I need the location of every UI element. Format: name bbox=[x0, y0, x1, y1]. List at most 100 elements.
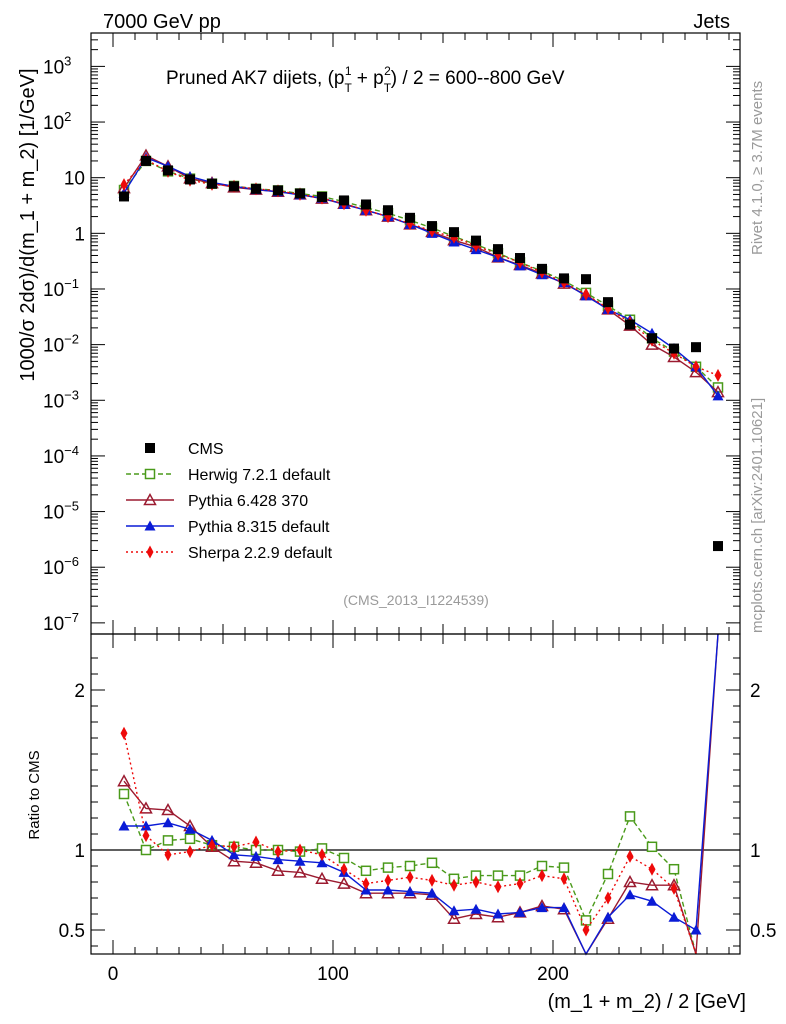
series-point bbox=[714, 368, 722, 382]
ratio-series-2 bbox=[118, 633, 719, 956]
ratio-point bbox=[140, 820, 152, 831]
series-line bbox=[123, 156, 719, 397]
ratio-point bbox=[538, 869, 546, 883]
side-label-rivet: Rivet 4.1.0, ≥ 3.7M events bbox=[749, 81, 766, 255]
ratio-point bbox=[118, 788, 130, 800]
ratio-point bbox=[360, 865, 372, 877]
cms-point bbox=[317, 191, 327, 202]
y-tick-label-exp: −6 bbox=[64, 554, 79, 569]
x-tick-label: 200 bbox=[537, 964, 569, 985]
cms-point bbox=[493, 244, 503, 255]
ratio-series-0 bbox=[118, 788, 697, 955]
ratio-point bbox=[623, 874, 637, 888]
ratio-point bbox=[208, 838, 216, 852]
y-tick-label-base: 10 bbox=[43, 447, 64, 468]
y-tick-label-exp: −7 bbox=[64, 610, 79, 625]
ratio-point bbox=[668, 863, 680, 875]
ratio-point bbox=[516, 877, 524, 891]
ratio-tick-label: 2 bbox=[74, 681, 85, 702]
cms-point bbox=[515, 253, 525, 264]
cms-point bbox=[185, 174, 195, 185]
ratio-point bbox=[230, 840, 238, 854]
cms-point bbox=[163, 165, 173, 176]
legend-marker-cms bbox=[145, 443, 155, 453]
ratio-point bbox=[558, 862, 570, 873]
ratio-point bbox=[558, 902, 570, 913]
ratio-point bbox=[382, 862, 394, 873]
cms-point bbox=[537, 263, 547, 274]
cms-point bbox=[383, 205, 393, 216]
title-sub2: T bbox=[384, 81, 392, 95]
ratio-series-1 bbox=[117, 633, 719, 956]
y-tick-label-exp: −3 bbox=[64, 387, 79, 402]
cms-point bbox=[559, 273, 569, 284]
cms-point bbox=[207, 178, 217, 189]
x-tick-label: 0 bbox=[108, 964, 119, 985]
cms-point bbox=[647, 333, 657, 344]
ratio-tick-label-right: 2 bbox=[750, 681, 761, 702]
ratio-point bbox=[118, 820, 130, 831]
legend-marker bbox=[146, 545, 154, 559]
y-tick-label: 10−3 bbox=[43, 387, 79, 412]
title-sub1: T bbox=[345, 81, 353, 95]
ratio-point bbox=[428, 873, 436, 887]
x-tick-label: 100 bbox=[317, 964, 349, 985]
ratio-point bbox=[624, 889, 636, 900]
ratio-point bbox=[426, 887, 438, 898]
legend-label: Sherpa 2.2.9 default bbox=[188, 545, 333, 562]
cms-point bbox=[295, 188, 305, 199]
series-line bbox=[123, 154, 719, 393]
y-tick-label-base: 10 bbox=[43, 113, 64, 134]
legend: CMS Herwig 7.2.1 default Pythia 6.428 370 P… bbox=[126, 441, 333, 562]
title-mid: + p bbox=[352, 68, 384, 89]
legend-label: Pythia 8.315 default bbox=[188, 519, 330, 536]
title-sup2: 2 bbox=[384, 64, 391, 78]
plot-title: Pruned AK7 dijets, (pT1 + pT2) / 2 = 600… bbox=[166, 64, 565, 95]
cms-point bbox=[229, 181, 239, 192]
y-tick-label: 1 bbox=[74, 224, 85, 245]
series-0 bbox=[118, 155, 724, 393]
ratio-point bbox=[142, 829, 150, 843]
ratio-point bbox=[450, 878, 458, 892]
ratio-tick-label-right: 0.5 bbox=[750, 921, 776, 942]
y-tick-label-exp: 2 bbox=[64, 109, 71, 124]
ratio-point bbox=[186, 845, 194, 859]
y-tick-label: 10−5 bbox=[43, 499, 79, 524]
cms-point bbox=[625, 319, 635, 330]
title-prefix: Pruned AK7 dijets, (p bbox=[166, 68, 345, 89]
ratio-point bbox=[315, 871, 329, 885]
cms-point bbox=[405, 212, 415, 223]
ratio-point bbox=[362, 877, 370, 891]
ratio-point bbox=[582, 923, 590, 937]
y-tick-label: 103 bbox=[43, 53, 71, 78]
ratio-point bbox=[472, 875, 480, 889]
ratio-point bbox=[602, 868, 614, 880]
series-line bbox=[123, 160, 719, 388]
ratio-point bbox=[162, 817, 174, 828]
analysis-tag: (CMS_2013_I1224539) bbox=[343, 592, 489, 608]
ratio-point bbox=[560, 872, 568, 886]
ratio-point bbox=[184, 823, 196, 834]
ratio-point bbox=[470, 903, 482, 914]
y-axis-label-main: 1000/σ 2dσ)/d(m_1 + m_2) [1/GeV] bbox=[17, 68, 39, 381]
ratio-point bbox=[338, 852, 350, 864]
ratio-point bbox=[274, 845, 282, 859]
cms-point bbox=[427, 221, 437, 232]
ratio-point bbox=[316, 857, 328, 868]
series-point bbox=[645, 337, 659, 350]
ratio-point bbox=[626, 849, 634, 863]
cms-point bbox=[713, 541, 723, 552]
ratio-point bbox=[447, 911, 461, 925]
ratio-point bbox=[406, 870, 414, 884]
series-point bbox=[689, 365, 703, 378]
y-tick-label: 10−4 bbox=[43, 443, 79, 468]
ratio-point bbox=[340, 862, 348, 876]
legend-label: Herwig 7.2.1 default bbox=[188, 467, 331, 484]
ratio-point bbox=[624, 811, 636, 822]
cms-point bbox=[339, 195, 349, 206]
cms-point bbox=[361, 199, 371, 210]
ratio-point bbox=[250, 850, 262, 861]
ratio-point bbox=[161, 802, 175, 816]
ratio-point bbox=[690, 924, 702, 935]
header-right: Jets bbox=[693, 11, 730, 33]
